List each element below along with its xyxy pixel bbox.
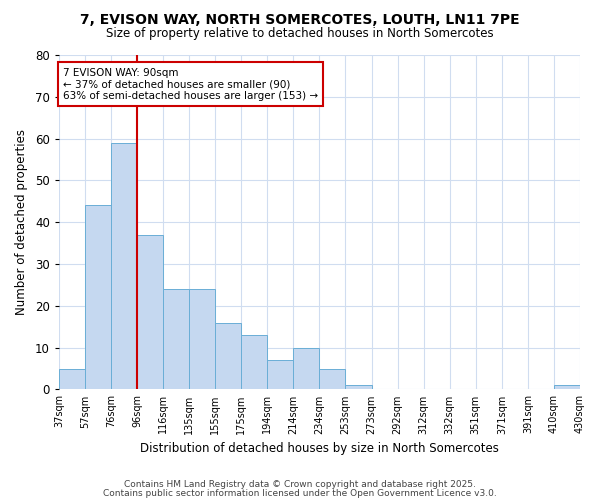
Bar bbox=[59, 368, 85, 390]
Bar bbox=[346, 386, 371, 390]
Text: Contains public sector information licensed under the Open Government Licence v3: Contains public sector information licen… bbox=[103, 489, 497, 498]
Bar bbox=[554, 386, 580, 390]
Bar bbox=[319, 368, 346, 390]
Bar bbox=[163, 289, 189, 390]
Y-axis label: Number of detached properties: Number of detached properties bbox=[15, 129, 28, 315]
Bar bbox=[241, 335, 268, 390]
Text: 7, EVISON WAY, NORTH SOMERCOTES, LOUTH, LN11 7PE: 7, EVISON WAY, NORTH SOMERCOTES, LOUTH, … bbox=[80, 12, 520, 26]
Bar bbox=[268, 360, 293, 390]
Bar bbox=[85, 206, 111, 390]
Bar bbox=[215, 322, 241, 390]
Bar bbox=[137, 235, 163, 390]
Text: Contains HM Land Registry data © Crown copyright and database right 2025.: Contains HM Land Registry data © Crown c… bbox=[124, 480, 476, 489]
Text: 7 EVISON WAY: 90sqm
← 37% of detached houses are smaller (90)
63% of semi-detach: 7 EVISON WAY: 90sqm ← 37% of detached ho… bbox=[63, 68, 318, 100]
Bar bbox=[111, 143, 137, 390]
Text: Size of property relative to detached houses in North Somercotes: Size of property relative to detached ho… bbox=[106, 28, 494, 40]
X-axis label: Distribution of detached houses by size in North Somercotes: Distribution of detached houses by size … bbox=[140, 442, 499, 455]
Bar bbox=[293, 348, 319, 390]
Bar bbox=[189, 289, 215, 390]
